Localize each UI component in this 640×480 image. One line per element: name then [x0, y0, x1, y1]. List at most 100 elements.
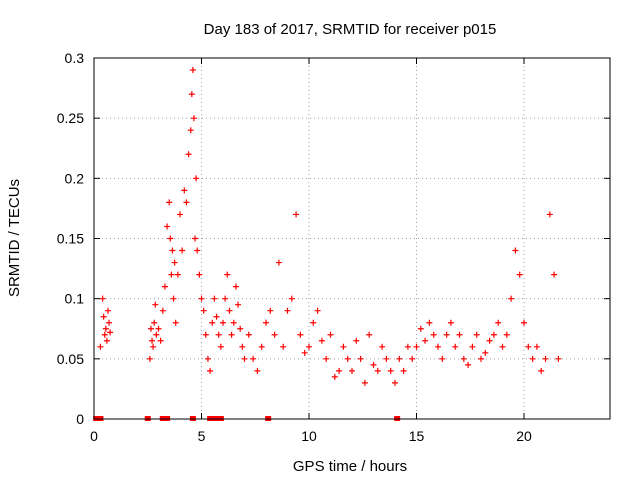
data-point	[542, 355, 549, 362]
data-point	[447, 319, 454, 326]
data-point	[97, 343, 104, 350]
data-point	[426, 319, 433, 326]
data-point	[106, 319, 113, 326]
data-point	[366, 331, 373, 338]
data-point	[508, 295, 515, 302]
data-point	[179, 247, 186, 254]
data-point	[200, 307, 207, 314]
data-point	[222, 295, 229, 302]
data-point	[318, 337, 325, 344]
data-point	[258, 343, 265, 350]
data-point	[100, 313, 107, 320]
data-point	[392, 379, 398, 386]
data-point	[314, 307, 321, 314]
y-axis-label: SRMTID / TECUs	[6, 179, 23, 297]
data-point	[521, 319, 527, 326]
data-point	[323, 355, 330, 362]
data-point	[167, 235, 174, 242]
data-point	[538, 367, 545, 374]
data-point	[213, 313, 220, 320]
data-point	[159, 307, 166, 314]
data-point	[188, 91, 195, 98]
data-point	[306, 343, 312, 350]
data-point	[529, 355, 536, 362]
data-point	[211, 295, 218, 302]
data-point	[169, 247, 176, 254]
data-point	[310, 319, 317, 326]
data-point	[465, 361, 472, 368]
x-tick-label: 0	[90, 428, 98, 444]
data-point	[327, 331, 334, 338]
y-tick-label: 0.05	[57, 351, 84, 367]
data-point	[331, 373, 338, 380]
tick-layer: 0 0.05 0.1 0.15 0.2 0.25 0.3 0 5 10 15 20	[57, 50, 610, 444]
data-point	[275, 259, 282, 266]
data-point	[379, 343, 386, 350]
data-point	[404, 343, 411, 350]
data-point	[516, 271, 523, 278]
data-point	[102, 325, 109, 332]
x-tick-label: 20	[516, 428, 532, 444]
data-point	[104, 307, 111, 314]
data-point	[189, 67, 196, 74]
data-point	[146, 355, 153, 362]
data-point	[239, 343, 246, 350]
data-point	[361, 379, 368, 386]
data-point	[193, 175, 200, 182]
data-point	[250, 355, 257, 362]
data-point	[417, 325, 424, 332]
data-point	[267, 307, 274, 314]
data-point	[209, 319, 216, 326]
data-point	[443, 331, 450, 338]
data-point	[245, 331, 252, 338]
data-point	[228, 331, 235, 338]
data-point	[235, 301, 242, 308]
data-point	[301, 349, 308, 356]
data-point	[469, 343, 476, 350]
data-point	[172, 319, 179, 326]
data-point	[340, 343, 347, 350]
data-point	[383, 355, 390, 362]
data-point	[224, 271, 231, 278]
x-tick-label: 5	[198, 428, 206, 444]
data-point	[473, 331, 480, 338]
data-point	[336, 367, 343, 374]
data-point	[207, 367, 214, 374]
data-point	[177, 211, 183, 218]
data-point	[439, 355, 446, 362]
y-tick-label: 0	[76, 411, 84, 427]
data-point	[230, 319, 237, 326]
data-point	[460, 355, 467, 362]
data-point	[181, 187, 188, 194]
data-point	[422, 337, 429, 344]
data-point	[241, 355, 248, 362]
data-point	[374, 367, 381, 374]
data-point	[107, 329, 114, 336]
data-point	[217, 343, 224, 350]
data-point	[237, 325, 244, 332]
data-point	[187, 127, 194, 134]
data-point	[555, 355, 562, 362]
y-tick-label: 0.25	[57, 110, 84, 126]
data-point	[400, 367, 407, 374]
data-point	[155, 325, 162, 332]
data-point	[152, 301, 159, 308]
data-point	[157, 337, 164, 344]
data-point	[150, 343, 157, 350]
data-point	[151, 319, 158, 326]
data-point	[99, 295, 106, 302]
data-point	[452, 343, 459, 350]
data-point	[357, 355, 364, 362]
data-point	[271, 331, 278, 338]
data-point	[546, 211, 553, 218]
data-point	[204, 355, 211, 362]
data-point	[387, 367, 394, 374]
data-point	[370, 361, 377, 368]
data-point	[174, 271, 181, 278]
data-point	[161, 283, 168, 290]
data-point	[192, 235, 199, 242]
data-point	[344, 355, 351, 362]
data-point	[413, 343, 420, 350]
data-point	[202, 331, 209, 338]
